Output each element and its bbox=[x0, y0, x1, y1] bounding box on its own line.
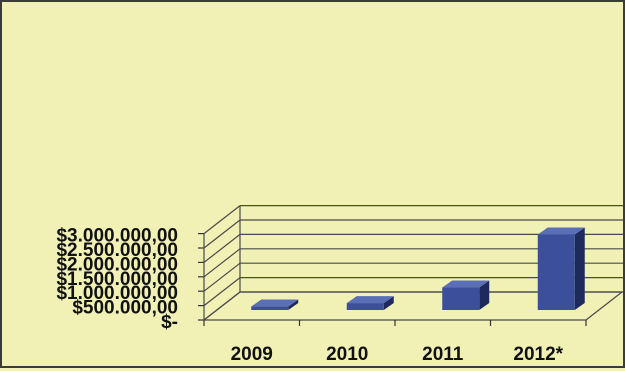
y-tick-label: $2.500.000,00 bbox=[56, 240, 178, 261]
bar-top bbox=[442, 280, 490, 288]
gridline-side bbox=[203, 219, 241, 249]
bar-top bbox=[251, 299, 299, 307]
x-category-label: 2011 bbox=[422, 344, 464, 365]
x-category-label: 2012* bbox=[513, 344, 563, 365]
bar-2009 bbox=[251, 299, 299, 310]
y-tick-label: $1.000.000,00 bbox=[56, 283, 178, 304]
y-tick-label: $500.000,00 bbox=[72, 298, 178, 319]
y-tick-label: $- bbox=[161, 312, 178, 333]
bar-front bbox=[346, 303, 384, 310]
bar-2012* bbox=[537, 227, 585, 310]
bar-front bbox=[537, 234, 575, 310]
bar-top bbox=[537, 227, 585, 235]
bar-side bbox=[479, 280, 490, 310]
bar-chart-3d: $-$500.000,00$1.000.000,00$1.500.000,00$… bbox=[56, 205, 624, 365]
bar-side bbox=[288, 299, 299, 310]
y-tick-label: $3.000.000,00 bbox=[56, 226, 178, 247]
bar-side bbox=[383, 296, 394, 310]
bar-top bbox=[346, 296, 394, 304]
y-tick-label: $2.000.000,00 bbox=[56, 254, 178, 275]
x-category-label: 2010 bbox=[326, 344, 368, 365]
bar-side bbox=[574, 227, 585, 310]
y-axis-tick-labels: $-$500.000,00$1.000.000,00$1.500.000,00$… bbox=[56, 226, 178, 333]
y-tick-label: $1.500.000,00 bbox=[56, 269, 178, 290]
bar-front bbox=[251, 306, 289, 310]
bar-2010 bbox=[346, 296, 394, 310]
gridline-side bbox=[203, 277, 241, 307]
gridline-side bbox=[203, 262, 241, 292]
bar-front bbox=[442, 287, 480, 310]
gridline-side bbox=[203, 233, 241, 263]
chart-floor bbox=[202, 291, 624, 321]
gridline-side bbox=[203, 248, 241, 278]
gridline-side bbox=[203, 205, 241, 235]
bar-layer bbox=[251, 227, 585, 310]
bar-2011 bbox=[442, 280, 490, 310]
x-category-label: 2009 bbox=[231, 344, 273, 365]
x-axis-category-labels: 2009 2010 2011 2012* bbox=[231, 344, 564, 365]
